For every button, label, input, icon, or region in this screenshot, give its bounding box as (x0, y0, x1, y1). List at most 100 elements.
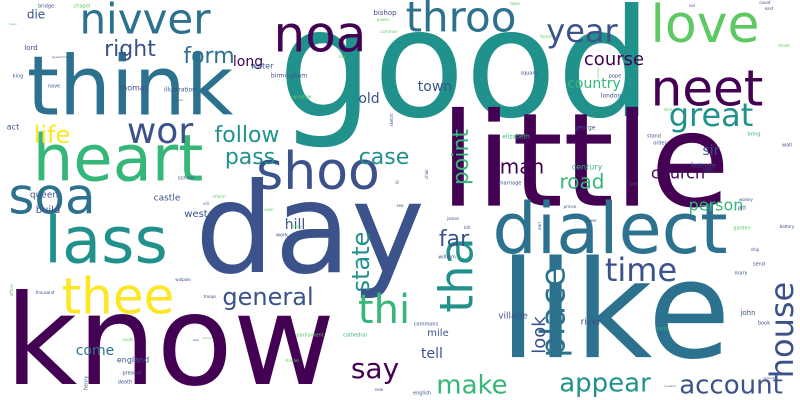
cloud-word-cathedral: cathedral (343, 333, 367, 339)
cloud-word-duke: duke (510, 1, 520, 6)
cloud-word-queen: queen (30, 191, 58, 201)
cloud-word-church: church (651, 164, 705, 183)
cloud-word-officer: officer (9, 283, 14, 296)
cloud-word-east: east (765, 6, 774, 11)
cloud-word-water: water (251, 62, 275, 71)
cloud-word-wall: wall (782, 143, 792, 149)
cloud-word-english: english (413, 391, 431, 397)
cloud-word-town: town (418, 79, 452, 95)
cloud-word-salmon: salmon (173, 98, 184, 102)
cloud-word-john: john (739, 309, 755, 317)
cloud-word-tower: tower (585, 218, 597, 223)
cloud-word-vol: vol (689, 3, 695, 8)
cloud-word-noa: noa (274, 6, 367, 64)
cloud-word-bill: bill (464, 225, 470, 230)
cloud-word-king: king (13, 74, 24, 80)
cloud-word-earl: earl (537, 222, 542, 230)
cloud-word-parliament: parliament (296, 333, 323, 339)
cloud-word-good: good (278, 0, 652, 152)
cloud-word-lady: lady (193, 338, 200, 342)
cloud-word-old: old (358, 91, 379, 107)
cloud-word-love: love (650, 0, 759, 55)
cloud-word-think: think (27, 39, 234, 134)
cloud-word-new: new (375, 387, 384, 392)
cloud-word-george: george (574, 125, 595, 132)
cloud-word-sketch: sketch (389, 113, 394, 126)
cloud-word-london: london (601, 93, 622, 100)
cloud-word-power: power (377, 17, 390, 22)
cloud-word-marriage: marriage (499, 181, 522, 187)
cloud-word-lass: lass (44, 205, 168, 279)
cloud-word-follow: follow (215, 123, 280, 148)
cloud-word-long: long (233, 54, 263, 70)
cloud-word-bishop: bishop (373, 9, 397, 17)
cloud-word-course: course (584, 49, 644, 70)
cloud-word-england: england (117, 356, 149, 365)
cloud-word-street: street (778, 43, 790, 48)
cloud-word-time: time (605, 251, 677, 289)
cloud-word-soa: soa (8, 168, 95, 226)
cloud-word-sea: sea (397, 203, 405, 208)
cloud-word-come: come (76, 343, 115, 359)
cloud-word-act: act (7, 123, 19, 132)
cloud-word-general: general (222, 283, 313, 311)
cloud-word-commons: commons (414, 322, 439, 328)
cloud-word-sir: sir (703, 143, 720, 159)
cloud-word-stand: stand (647, 134, 661, 140)
cloud-word-die: die (27, 8, 45, 22)
cloud-word-book: book (758, 321, 770, 327)
cloud-word-point: point (449, 129, 474, 185)
cloud-word-neet: neet (651, 60, 764, 118)
cloud-word-bridge: bridge (38, 4, 54, 10)
cloud-word-nave: nave (48, 84, 60, 90)
cloud-word-wor: wor (127, 111, 193, 152)
cloud-word-wolsey: wolsey (739, 197, 753, 202)
cloud-word-form: form (183, 44, 234, 69)
cloud-word-pitt: pitt (738, 206, 747, 212)
cloud-word-lord: lord (24, 44, 37, 52)
cloud-word-nivver: nivver (79, 0, 211, 44)
cloud-word-open: open (9, 22, 17, 26)
cloud-word-tha: tha (430, 237, 484, 312)
cloud-word-build: build (36, 205, 61, 216)
cloud-word-look: look (529, 316, 550, 354)
cloud-word-make: make (436, 371, 507, 400)
cloud-word-charles: charles (285, 358, 300, 363)
cloud-word-present: present (122, 371, 141, 377)
cloud-word-mile: mile (427, 328, 448, 339)
cloud-word-william: william (438, 255, 456, 261)
cloud-word-place: place (534, 266, 574, 357)
cloud-word-work: work (276, 233, 288, 239)
cloud-word-case: case (359, 145, 410, 170)
cloud-word-chair: chair (424, 169, 429, 179)
cloud-word-troops: troops (204, 294, 217, 299)
cloud-word-battery: battery (780, 224, 795, 229)
cloud-word-forest: forest (540, 34, 552, 39)
cloud-word-day: day (195, 157, 425, 302)
cloud-word-hill: hill (285, 217, 306, 233)
cloud-word-window: window (293, 95, 312, 101)
cloud-word-clarendon: clarendon (763, 376, 778, 380)
cloud-word-century: century (572, 163, 603, 172)
cloud-word-pope: pope (609, 74, 621, 80)
cloud-word-send: send (753, 262, 765, 268)
cloud-word-square: square (520, 71, 537, 77)
cloud-word-count: count (759, 0, 771, 5)
cloud-word-country: country (567, 76, 621, 92)
cloud-word-henry: henry (84, 376, 90, 390)
cloud-word-north: north (655, 327, 668, 333)
cloud-word-west: west (184, 209, 208, 220)
cloud-word-south: south (122, 337, 134, 342)
cloud-word-far: far (439, 227, 470, 252)
cloud-word-account: account (679, 371, 783, 400)
cloud-word-norwich: norwich (664, 384, 676, 388)
cloud-word-know: know (5, 269, 335, 400)
cloud-word-james: james (446, 216, 459, 221)
cloud-word-appear: appear (559, 369, 651, 399)
cloud-word-thomas: thomas (119, 84, 149, 93)
cloud-word-say: say (351, 352, 399, 385)
cloud-word-garden: garden (733, 226, 751, 232)
cloud-word-tenant: tenant (203, 336, 214, 340)
cloud-word-man: man (500, 155, 544, 179)
